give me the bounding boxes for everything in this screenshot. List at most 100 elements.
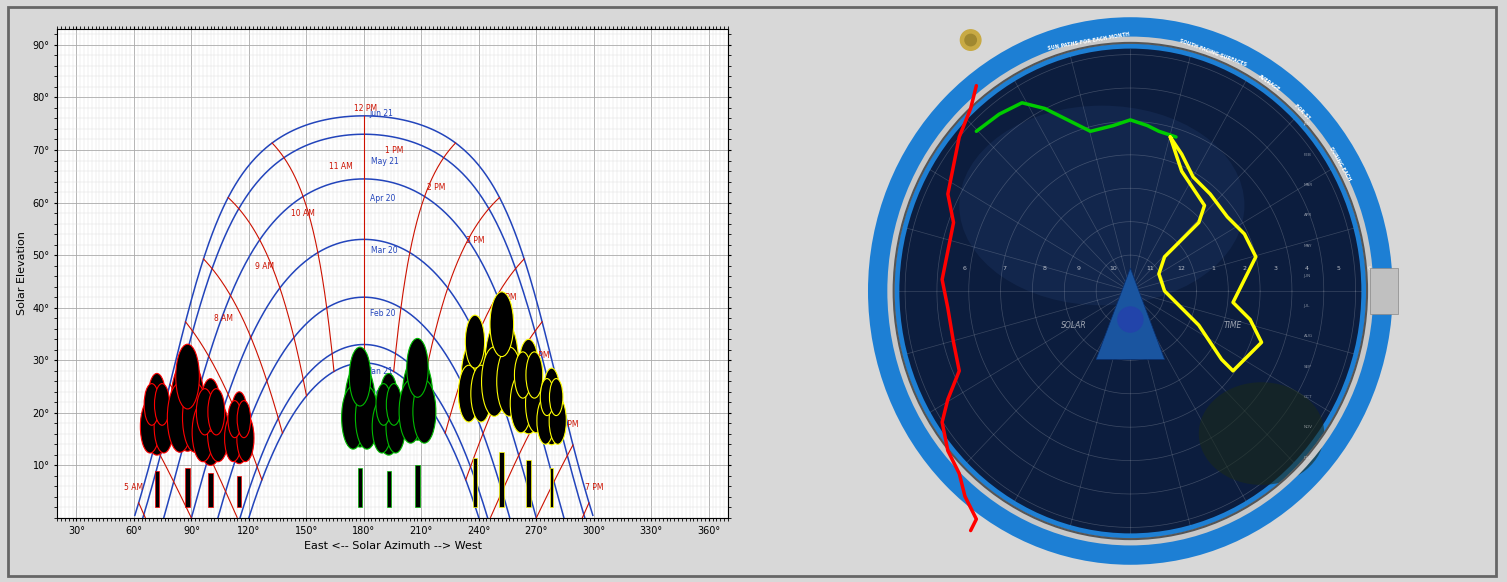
Text: 11: 11 [1147, 266, 1154, 271]
Circle shape [167, 383, 193, 452]
Circle shape [413, 380, 436, 443]
Circle shape [145, 384, 160, 425]
Text: 5: 5 [1337, 266, 1340, 271]
Circle shape [208, 403, 229, 462]
Circle shape [466, 315, 485, 368]
Text: 2: 2 [1242, 266, 1246, 271]
Text: Apr 20: Apr 20 [369, 194, 395, 203]
Text: 2 PM: 2 PM [428, 183, 446, 192]
Polygon shape [208, 473, 212, 508]
Circle shape [345, 363, 375, 447]
Text: May 21: May 21 [372, 157, 399, 166]
Circle shape [514, 352, 532, 398]
Circle shape [193, 403, 214, 462]
Text: MAR: MAR [1304, 183, 1313, 187]
Text: 1 PM: 1 PM [386, 146, 404, 155]
Circle shape [540, 381, 564, 445]
Polygon shape [185, 468, 190, 508]
Text: AVERAGE: AVERAGE [1257, 74, 1281, 93]
Polygon shape [473, 457, 478, 508]
Circle shape [200, 379, 220, 431]
Text: SEP: SEP [1304, 365, 1311, 369]
Circle shape [170, 359, 205, 451]
Text: 9 AM: 9 AM [255, 262, 274, 271]
Ellipse shape [960, 106, 1245, 306]
Text: 4 PM: 4 PM [499, 293, 517, 303]
Text: SOUTH FACING SURFACES: SOUTH FACING SURFACES [1178, 38, 1248, 67]
Circle shape [225, 414, 241, 462]
Text: TIME: TIME [1224, 321, 1242, 330]
Text: 12: 12 [1178, 266, 1186, 271]
Circle shape [232, 392, 247, 434]
Text: Feb 20: Feb 20 [369, 309, 395, 318]
Polygon shape [416, 466, 420, 508]
Circle shape [375, 383, 402, 455]
Text: 3 PM: 3 PM [466, 236, 484, 244]
Ellipse shape [868, 17, 1392, 565]
Text: SOLAR: SOLAR [1061, 321, 1087, 330]
Text: JUN: JUN [1304, 274, 1311, 278]
Text: Jun 21: Jun 21 [369, 109, 393, 119]
Polygon shape [238, 476, 241, 508]
Circle shape [550, 378, 564, 416]
Circle shape [461, 340, 488, 416]
Text: 3: 3 [1273, 266, 1278, 271]
Circle shape [541, 378, 553, 416]
Circle shape [375, 384, 392, 425]
Text: MAY: MAY [1304, 243, 1313, 247]
Text: 7 AM: 7 AM [178, 372, 197, 381]
Polygon shape [155, 471, 158, 508]
Polygon shape [550, 468, 553, 508]
Text: FOR 37: FOR 37 [1293, 103, 1311, 120]
Y-axis label: Solar Elevation: Solar Elevation [17, 232, 27, 315]
Text: 10: 10 [1109, 266, 1117, 271]
Circle shape [536, 397, 555, 444]
Circle shape [154, 400, 173, 453]
Circle shape [386, 384, 401, 425]
Polygon shape [499, 452, 505, 508]
Circle shape [208, 389, 225, 435]
Circle shape [482, 347, 506, 416]
Bar [1370, 268, 1398, 314]
Circle shape [196, 385, 225, 466]
Text: Jan 21: Jan 21 [369, 367, 393, 376]
Circle shape [342, 386, 365, 449]
Circle shape [237, 400, 250, 438]
Circle shape [148, 374, 166, 421]
Circle shape [386, 400, 405, 453]
Text: 9: 9 [1078, 266, 1081, 271]
Circle shape [350, 347, 371, 406]
Circle shape [237, 414, 255, 462]
Text: 6 AM: 6 AM [148, 430, 166, 439]
Polygon shape [526, 460, 530, 508]
Polygon shape [833, 6, 1405, 576]
Circle shape [228, 400, 252, 464]
Text: NOV: NOV [1304, 425, 1313, 430]
Circle shape [380, 374, 398, 421]
Polygon shape [387, 471, 390, 508]
Text: FEB: FEB [1304, 152, 1311, 157]
Text: JAN: JAN [1304, 122, 1311, 126]
Circle shape [402, 356, 433, 440]
Circle shape [514, 354, 543, 434]
Circle shape [356, 386, 378, 449]
Text: 4: 4 [1305, 266, 1310, 271]
Circle shape [518, 339, 538, 392]
Circle shape [511, 374, 532, 433]
Circle shape [526, 374, 547, 433]
Circle shape [399, 380, 422, 443]
Text: Mar 20: Mar 20 [372, 246, 398, 255]
Text: 7: 7 [1002, 266, 1007, 271]
Text: APR: APR [1304, 213, 1313, 217]
Text: 12 PM: 12 PM [354, 104, 377, 113]
Text: 5 AM: 5 AM [125, 482, 143, 492]
Text: 8 AM: 8 AM [214, 314, 234, 324]
Circle shape [960, 30, 981, 50]
Circle shape [1118, 307, 1142, 332]
Text: 5 PM: 5 PM [530, 352, 550, 360]
Circle shape [143, 383, 170, 455]
Circle shape [470, 365, 491, 422]
Circle shape [490, 292, 514, 357]
Text: JUL: JUL [1304, 304, 1310, 308]
Polygon shape [357, 468, 362, 508]
